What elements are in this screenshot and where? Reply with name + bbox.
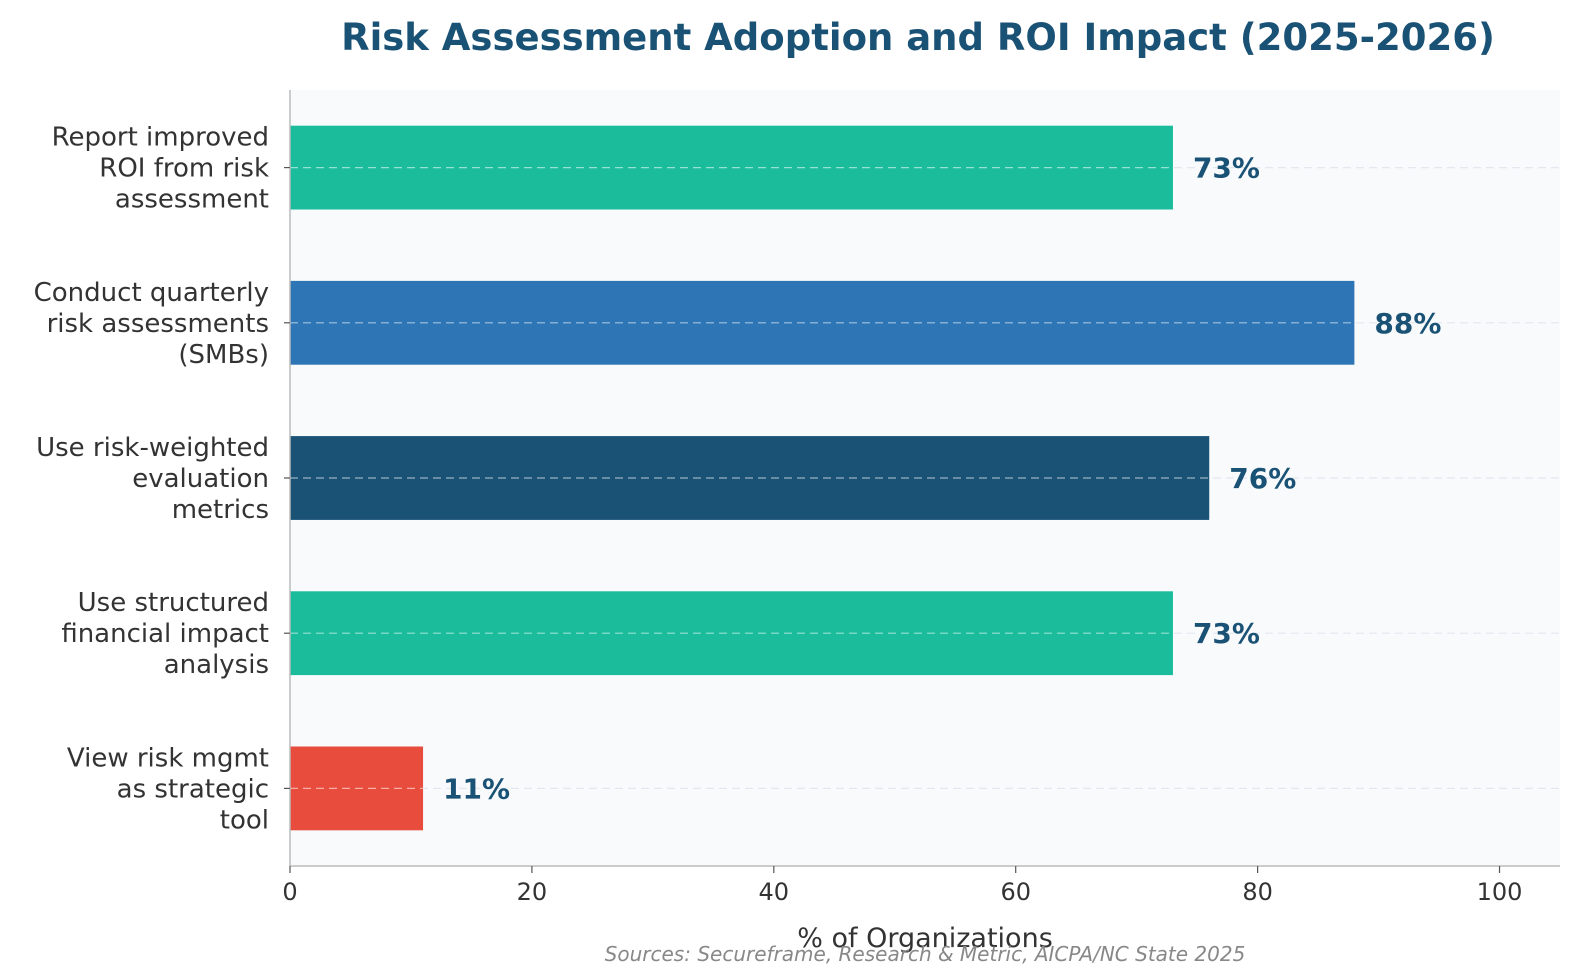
bars [290, 125, 1355, 831]
category-label: Report improved ROI from risk assessment [52, 123, 269, 215]
x-tick-label: 60 [1000, 878, 1031, 906]
value-label: 73% [1193, 617, 1260, 650]
category-label-line: tool [220, 805, 269, 835]
y-axis-category-labels: Report improved ROI from risk assessment Co… [34, 123, 290, 835]
x-tick-label: 80 [1242, 878, 1273, 906]
category-label-line: Use structured [78, 588, 269, 618]
value-label: 11% [443, 772, 510, 805]
category-label-line: financial impact [61, 619, 269, 649]
category-label-line: metrics [172, 495, 269, 525]
x-axis-label: % of Organizations [797, 923, 1053, 954]
category-label-line: (SMBs) [178, 340, 269, 370]
category-label-line: risk assessments [47, 309, 269, 339]
category-label-line: as strategic [117, 774, 269, 804]
x-axis-ticks: 0 20 40 60 80 100 [282, 866, 1522, 906]
x-tick-label: 40 [759, 878, 790, 906]
category-label-line: evaluation [132, 464, 269, 494]
category-label-line: Use risk-weighted [36, 433, 269, 463]
value-label: 88% [1374, 307, 1441, 340]
category-label-line: Report improved [52, 123, 269, 153]
category-label-line: ROI from risk [99, 154, 269, 184]
chart-title: Risk Assessment Adoption and ROI Impact … [341, 16, 1495, 59]
source-note: Sources: Secureframe, Research & Metric,… [605, 942, 1246, 966]
x-tick-label: 20 [517, 878, 548, 906]
value-label: 73% [1193, 152, 1260, 185]
category-label-line: View risk mgmt [67, 743, 269, 773]
category-label-line: analysis [164, 650, 269, 680]
category-label: Conduct quarterly risk assessments (SMBs) [34, 278, 269, 370]
x-tick-label: 0 [282, 878, 297, 906]
category-label: View risk mgmt as strategic tool [67, 743, 269, 835]
category-label: Use structured financial impact analysis [61, 588, 269, 680]
category-label: Use risk-weighted evaluation metrics [36, 433, 269, 525]
category-label-line: Conduct quarterly [34, 278, 269, 308]
x-tick-label: 100 [1477, 878, 1523, 906]
category-label-line: assessment [115, 185, 269, 215]
value-label: 76% [1229, 462, 1296, 495]
value-labels: 73% 88% 76% 73% 11% [443, 152, 1441, 806]
